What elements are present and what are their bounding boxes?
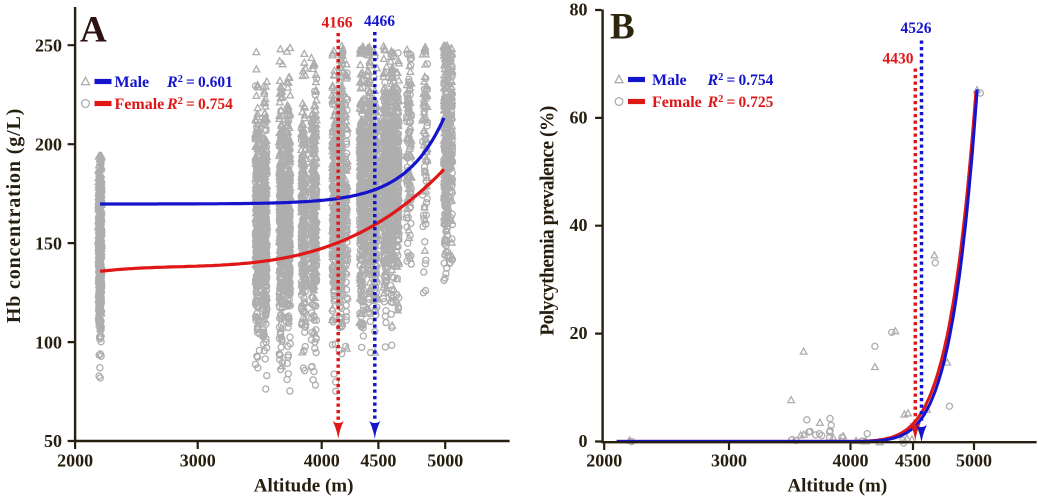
svg-text:2000: 2000: [57, 451, 93, 471]
svg-text:80: 80: [570, 0, 588, 20]
svg-text:Female: Female: [115, 96, 165, 113]
svg-text:4500: 4500: [895, 451, 931, 471]
svg-text:3000: 3000: [711, 451, 747, 471]
svg-text:4000: 4000: [304, 451, 340, 471]
svg-text:50: 50: [44, 431, 62, 451]
svg-text:Male: Male: [652, 72, 687, 89]
svg-text:3000: 3000: [180, 451, 216, 471]
svg-text:5000: 5000: [956, 451, 992, 471]
svg-text:20: 20: [570, 323, 588, 343]
svg-text:R2 = 0.754: R2 = 0.754: [166, 96, 233, 113]
svg-text:100: 100: [35, 332, 62, 352]
svg-text:R2 = 0.601: R2 = 0.601: [166, 74, 233, 91]
svg-text:Hb concentration (g/L): Hb concentration (g/L): [3, 108, 25, 323]
svg-text:Altitude (m): Altitude (m): [787, 476, 887, 497]
svg-text:5000: 5000: [427, 451, 463, 471]
svg-text:0: 0: [579, 431, 588, 451]
svg-text:4000: 4000: [833, 451, 869, 471]
svg-text:200: 200: [35, 134, 62, 154]
svg-text:40: 40: [570, 215, 588, 235]
svg-text:4526: 4526: [901, 20, 932, 37]
svg-text:Polycythemia prevalence (%): Polycythemia prevalence (%): [538, 106, 559, 336]
svg-text:250: 250: [35, 35, 62, 55]
svg-text:150: 150: [35, 233, 62, 253]
svg-text:R2 = 0.754: R2 = 0.754: [707, 72, 774, 89]
svg-text:2000: 2000: [586, 451, 622, 471]
svg-text:A: A: [80, 10, 107, 51]
svg-text:Male: Male: [115, 74, 150, 91]
svg-text:B: B: [610, 7, 635, 48]
svg-text:4430: 4430: [883, 51, 914, 68]
svg-text:Female: Female: [652, 94, 702, 111]
svg-text:4166: 4166: [322, 15, 353, 32]
svg-text:4466: 4466: [364, 13, 395, 30]
svg-text:R2 = 0.725: R2 = 0.725: [707, 94, 774, 111]
svg-text:4500: 4500: [360, 451, 396, 471]
svg-text:Altitude (m): Altitude (m): [254, 476, 354, 497]
svg-text:60: 60: [570, 107, 588, 127]
